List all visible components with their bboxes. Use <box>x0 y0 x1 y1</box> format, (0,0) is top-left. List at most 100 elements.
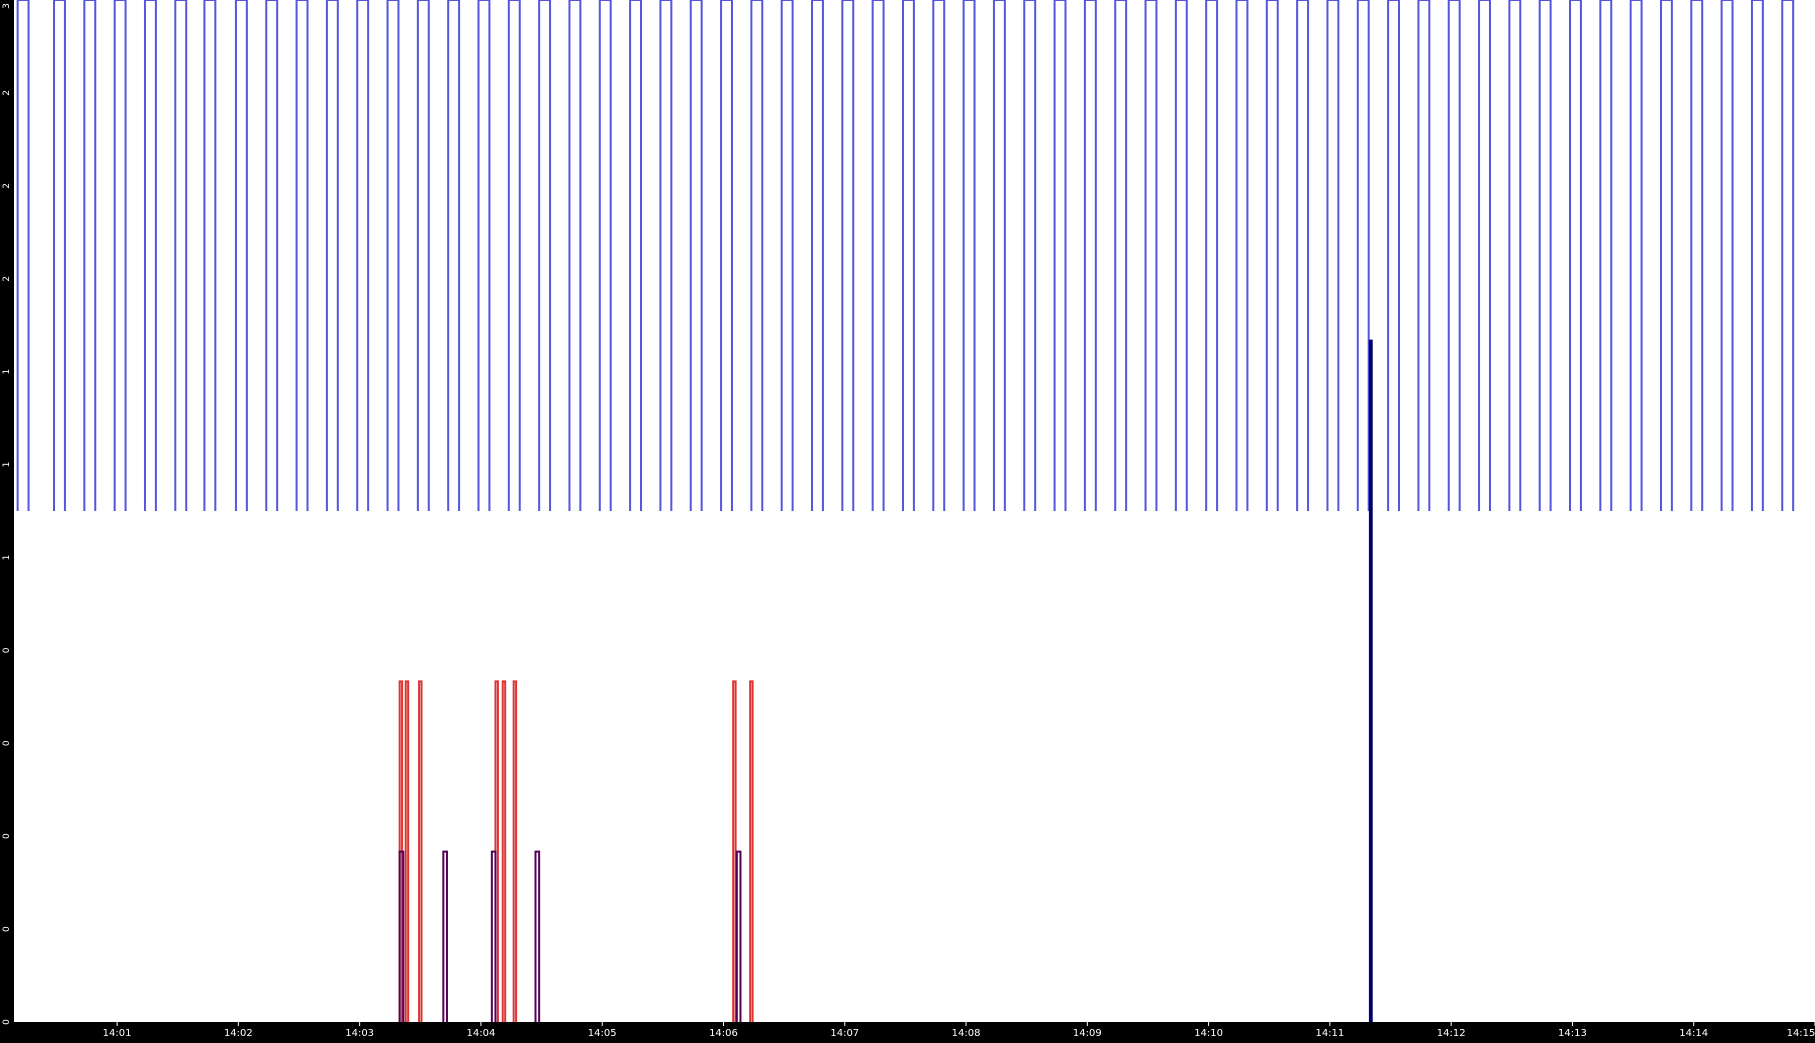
x-tick-label-10: 14:11 <box>1315 1028 1344 1039</box>
x-tick-label-8: 14:09 <box>1073 1028 1102 1039</box>
x-tick-label-0: 14:01 <box>103 1028 132 1039</box>
pulse-2-2 <box>490 850 497 1022</box>
y-tick-label-11: 3 <box>2 3 12 9</box>
pulse-0-4 <box>143 0 157 511</box>
pulse-0-7 <box>234 0 248 511</box>
pulse-0-56 <box>1720 0 1734 511</box>
y-tick-label-6: 1 <box>2 462 12 468</box>
pulse-0-15 <box>477 0 491 511</box>
pulse-0-18 <box>568 0 582 511</box>
pulse-0-58 <box>1781 0 1795 511</box>
pulse-0-34 <box>1053 0 1067 511</box>
pulse-0-43 <box>1326 0 1340 511</box>
pulse-0-49 <box>1508 0 1522 511</box>
pulse-0-8 <box>265 0 279 511</box>
pulse-1-2 <box>418 680 423 1022</box>
pulse-0-14 <box>447 0 461 511</box>
y-tick-label-0: 0 <box>2 1019 12 1025</box>
series-0 <box>16 0 1795 511</box>
pulse-0-47 <box>1447 0 1461 511</box>
y-tick-label-3: 0 <box>2 740 12 746</box>
pulse-0-25 <box>780 0 794 511</box>
pulse-0-51 <box>1569 0 1582 511</box>
pulse-0-26 <box>811 0 824 511</box>
y-tick-label-4: 0 <box>2 647 12 653</box>
pulse-0-46 <box>1417 0 1431 511</box>
y-tick-label-9: 2 <box>2 183 12 189</box>
pulse-0-48 <box>1478 0 1491 511</box>
pulse-0-27 <box>841 0 855 511</box>
pulse-0-44 <box>1356 0 1370 511</box>
pulse-0-39 <box>1205 0 1219 511</box>
pulse-1-7 <box>749 680 754 1022</box>
pulse-0-17 <box>538 0 552 511</box>
pulse-2-0 <box>398 850 405 1022</box>
pulse-0-36 <box>1114 0 1128 511</box>
pulse-1-4 <box>501 680 507 1022</box>
series-layer <box>16 0 1795 1022</box>
pulse-2-3 <box>534 850 541 1022</box>
pulse-0-35 <box>1083 0 1097 511</box>
pulse-0-23 <box>720 0 733 511</box>
pulse-0-21 <box>659 0 673 511</box>
y-tick-label-7: 1 <box>2 369 12 375</box>
pulse-0-45 <box>1387 0 1401 511</box>
pulse-0-16 <box>507 0 521 511</box>
series-1 <box>398 680 754 1022</box>
y-tick-label-8: 2 <box>2 276 12 282</box>
pulse-0-19 <box>598 0 612 511</box>
pulse-0-22 <box>689 0 703 511</box>
pulse-0-38 <box>1174 0 1188 511</box>
x-tick-label-4: 14:05 <box>588 1028 617 1039</box>
x-tick-label-12: 14:13 <box>1558 1028 1587 1039</box>
pulse-0-2 <box>83 0 97 511</box>
pulse-0-40 <box>1235 0 1249 511</box>
pulse-0-33 <box>1023 0 1037 511</box>
x-tick-label-1: 14:02 <box>224 1028 253 1039</box>
pulse-0-11 <box>356 0 370 511</box>
pulse-0-5 <box>174 0 188 511</box>
pulse-0-3 <box>113 0 127 511</box>
y-axis: 0 0 0 0 0 1 1 1 2 2 2 3 <box>2 3 12 1025</box>
x-tick-label-11: 14:12 <box>1437 1028 1466 1039</box>
series-3 <box>1368 339 1373 1022</box>
pulse-0-13 <box>416 0 430 511</box>
x-tick-label-6: 14:07 <box>830 1028 859 1039</box>
pulse-0-54 <box>1659 0 1673 511</box>
x-tick-label-2: 14:03 <box>345 1028 374 1039</box>
x-tick-label-9: 14:10 <box>1194 1028 1223 1039</box>
pulse-0-0 <box>16 0 30 511</box>
x-tick-label-7: 14:08 <box>952 1028 981 1039</box>
pulse-0-30 <box>932 0 946 511</box>
pulse-0-50 <box>1538 0 1552 511</box>
pulse-1-5 <box>512 680 518 1022</box>
pulse-0-10 <box>325 0 339 511</box>
pulse-0-52 <box>1599 0 1613 511</box>
pulse-0-31 <box>962 0 976 511</box>
y-tick-label-10: 2 <box>2 90 12 96</box>
pulse-2-1 <box>442 850 448 1022</box>
pulse-0-42 <box>1296 0 1310 511</box>
pulse-0-57 <box>1750 0 1764 511</box>
x-axis: 14:01 14:02 14:03 14:04 14:05 14:06 14:07 14:08… <box>103 1022 1815 1039</box>
pulse-0-37 <box>1144 0 1158 511</box>
x-tick-label-14: 14:15 <box>1787 1028 1815 1039</box>
pulse-0-53 <box>1629 0 1643 511</box>
pulse-0-20 <box>629 0 643 511</box>
series-2 <box>398 850 742 1022</box>
y-tick-label-2: 0 <box>2 833 12 839</box>
pulse-0-24 <box>750 0 764 511</box>
pulse-2-4 <box>735 850 742 1022</box>
pulse-0-55 <box>1690 0 1704 511</box>
x-tick-label-5: 14:06 <box>709 1028 738 1039</box>
x-tick-label-13: 14:14 <box>1679 1028 1708 1039</box>
pulse-0-9 <box>295 0 309 511</box>
pulse-0-32 <box>992 0 1006 511</box>
pulse-0-1 <box>53 0 66 511</box>
pulse-3-0 <box>1368 339 1373 1022</box>
pulse-0-41 <box>1265 0 1279 511</box>
y-tick-label-5: 1 <box>2 555 12 561</box>
pulse-1-1 <box>404 680 410 1022</box>
